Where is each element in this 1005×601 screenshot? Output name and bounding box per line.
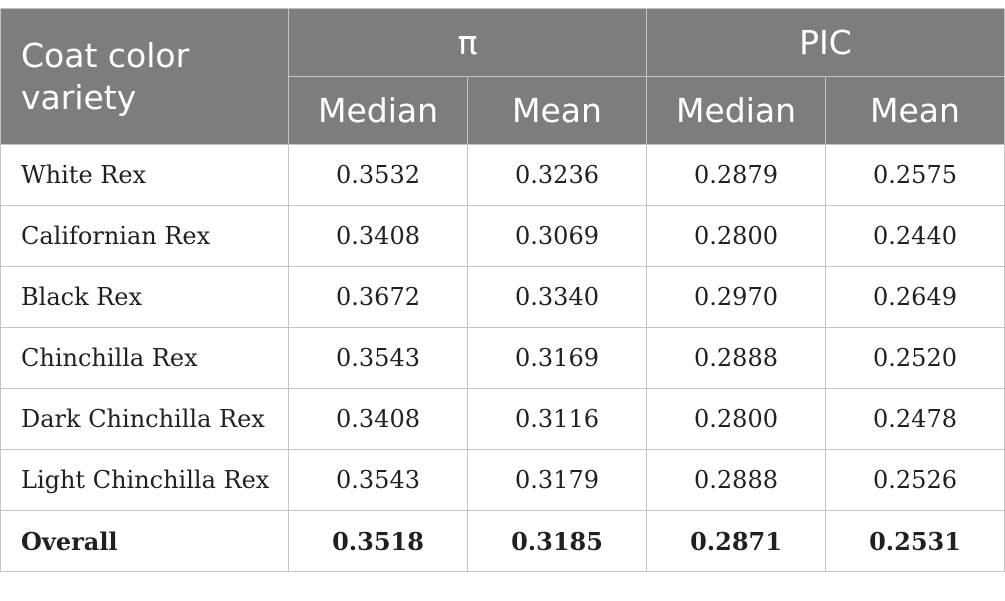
table-cell: 0.2970 [646, 266, 826, 328]
table-cell: 0.2800 [646, 388, 826, 450]
header-row-groups: Coat color variety π PIC [0, 8, 1005, 145]
sub-header-pi-mean: Mean [467, 76, 647, 145]
row-label: Chinchilla Rex [0, 327, 289, 389]
table-row: Dark Chinchilla Rex 0.3408 0.3116 0.2800… [0, 388, 1005, 450]
table-cell: 0.3518 [288, 510, 468, 572]
table-cell: 0.2879 [646, 144, 826, 206]
table-cell: 0.3408 [288, 388, 468, 450]
table-cell: 0.2888 [646, 327, 826, 389]
sub-header-pic-median: Median [646, 76, 826, 145]
row-label: Light Chinchilla Rex [0, 449, 289, 511]
table-cell: 0.3543 [288, 449, 468, 511]
table-cell: 0.3408 [288, 205, 468, 267]
table-cell: 0.3185 [467, 510, 647, 572]
table-cell: 0.3069 [467, 205, 647, 267]
table-cell: 0.2888 [646, 449, 826, 511]
header-row-subs: Median Mean Median Mean [1, 76, 1005, 145]
table-cell: 0.3340 [467, 266, 647, 328]
table-cell: 0.3179 [467, 449, 647, 511]
table-cell: 0.3672 [288, 266, 468, 328]
table-cell: 0.2800 [646, 205, 826, 267]
group-header-pic: PIC [646, 8, 1005, 77]
table-cell: 0.2575 [825, 144, 1005, 206]
row-label: Dark Chinchilla Rex [0, 388, 289, 450]
row-label: Black Rex [0, 266, 289, 328]
table-cell: 0.3532 [288, 144, 468, 206]
table-row: Chinchilla Rex 0.3543 0.3169 0.2888 0.25… [0, 327, 1005, 389]
table-cell: 0.2520 [825, 327, 1005, 389]
table-header: Coat color variety π PIC Median Mean Med… [0, 8, 1005, 145]
table-cell: 0.3169 [467, 327, 647, 389]
table-cell: 0.3543 [288, 327, 468, 389]
sub-header-pi-median: Median [288, 76, 468, 145]
table-cell: 0.2440 [825, 205, 1005, 267]
row-label: Californian Rex [0, 205, 289, 267]
table-cell: 0.2478 [825, 388, 1005, 450]
table-cell: 0.2649 [825, 266, 1005, 328]
table-row-overall: Overall 0.3518 0.3185 0.2871 0.2531 [0, 510, 1005, 572]
table-cell: 0.2531 [825, 510, 1005, 572]
table-cell: 0.3236 [467, 144, 647, 206]
data-table: Coat color variety π PIC Median Mean Med… [0, 8, 1005, 572]
sub-header-pic-mean: Mean [825, 76, 1005, 145]
table-row: Light Chinchilla Rex 0.3543 0.3179 0.288… [0, 449, 1005, 511]
corner-header: Coat color variety [0, 8, 289, 145]
table-cell: 0.2871 [646, 510, 826, 572]
table-row: White Rex 0.3532 0.3236 0.2879 0.2575 [0, 144, 1005, 206]
table-cell: 0.3116 [467, 388, 647, 450]
row-label-overall: Overall [0, 510, 289, 572]
group-header-pi: π [288, 8, 647, 77]
table-row: Californian Rex 0.3408 0.3069 0.2800 0.2… [0, 205, 1005, 267]
row-label: White Rex [0, 144, 289, 206]
table-body: White Rex 0.3532 0.3236 0.2879 0.2575 Ca… [0, 144, 1005, 572]
table-row: Black Rex 0.3672 0.3340 0.2970 0.2649 [0, 266, 1005, 328]
table-cell: 0.2526 [825, 449, 1005, 511]
